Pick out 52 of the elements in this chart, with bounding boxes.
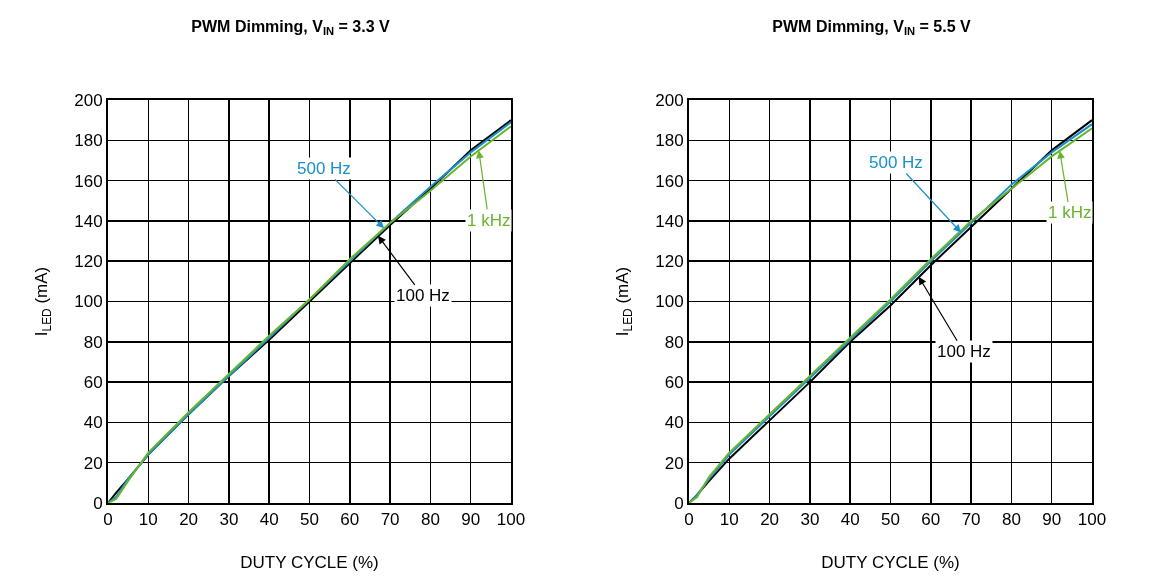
x-tick-label: 60 bbox=[921, 510, 941, 530]
x-tick-label: 20 bbox=[179, 510, 199, 530]
x-tick-label: 100 bbox=[496, 510, 526, 530]
y-tick-label: 140 bbox=[655, 211, 684, 231]
y-tick-label: 0 bbox=[674, 493, 684, 513]
y-tick-label: 160 bbox=[74, 171, 103, 191]
x-tick-label: 40 bbox=[840, 510, 860, 530]
x-tick-label: 80 bbox=[420, 510, 440, 530]
x-tick-label: 80 bbox=[1001, 510, 1021, 530]
y-tick-label: 40 bbox=[664, 413, 684, 433]
x-tick-label: 100 bbox=[1077, 510, 1107, 530]
y-tick-label: 60 bbox=[83, 373, 103, 393]
x-tick-label: 30 bbox=[800, 510, 820, 530]
x-tick-label: 50 bbox=[300, 510, 319, 530]
x-tick-label: 30 bbox=[219, 510, 239, 530]
x-tick-label: 10 bbox=[719, 510, 739, 530]
x-tick-label: 90 bbox=[1042, 510, 1062, 530]
chart-title: PWM Dimming, V$_{IN}$ = 5.5 V bbox=[772, 17, 971, 37]
text: 1 kHz bbox=[1048, 203, 1092, 222]
y-tick-label: 180 bbox=[655, 131, 684, 151]
text: 100 Hz bbox=[937, 342, 991, 361]
text: 500 Hz bbox=[297, 159, 351, 178]
y-tick-label: 200 bbox=[74, 90, 103, 110]
y-tick-label: 20 bbox=[664, 453, 684, 473]
y-tick-label: 60 bbox=[664, 373, 684, 393]
y-tick-label: 40 bbox=[83, 413, 103, 433]
y-tick-label: 100 bbox=[74, 292, 103, 312]
x-tick-label: 40 bbox=[259, 510, 279, 530]
x-tick-label: 60 bbox=[340, 510, 360, 530]
y-tick-label: 120 bbox=[655, 252, 684, 272]
chart-title: PWM Dimming, V$_{IN}$ = 3.3 V bbox=[191, 17, 390, 37]
x-tick-label: 70 bbox=[961, 510, 981, 530]
x-tick-label: 90 bbox=[461, 510, 481, 530]
y-tick-label: 140 bbox=[74, 211, 103, 231]
y-tick-label: 200 bbox=[655, 90, 684, 110]
y-tick-label: 180 bbox=[74, 131, 103, 151]
x-tick-label: 20 bbox=[760, 510, 780, 530]
x-tick-label: 70 bbox=[380, 510, 400, 530]
y-tick-label: 20 bbox=[83, 453, 103, 473]
y-tick-label: 0 bbox=[93, 493, 103, 513]
y-tick-label: 120 bbox=[74, 252, 103, 272]
x-axis-title: DUTY CYCLE (%) bbox=[240, 553, 379, 573]
x-tick-label: 10 bbox=[138, 510, 158, 530]
y-tick-label: 80 bbox=[664, 332, 684, 352]
x-tick-label: 50 bbox=[881, 510, 900, 530]
y-tick-label: 100 bbox=[655, 292, 684, 312]
y-tick-label: 80 bbox=[83, 332, 103, 352]
y-tick-label: 160 bbox=[655, 171, 684, 191]
x-axis-title: DUTY CYCLE (%) bbox=[821, 553, 960, 573]
text: 100 Hz bbox=[396, 286, 450, 305]
text: 1 kHz bbox=[467, 211, 511, 230]
text: 500 Hz bbox=[869, 153, 923, 172]
